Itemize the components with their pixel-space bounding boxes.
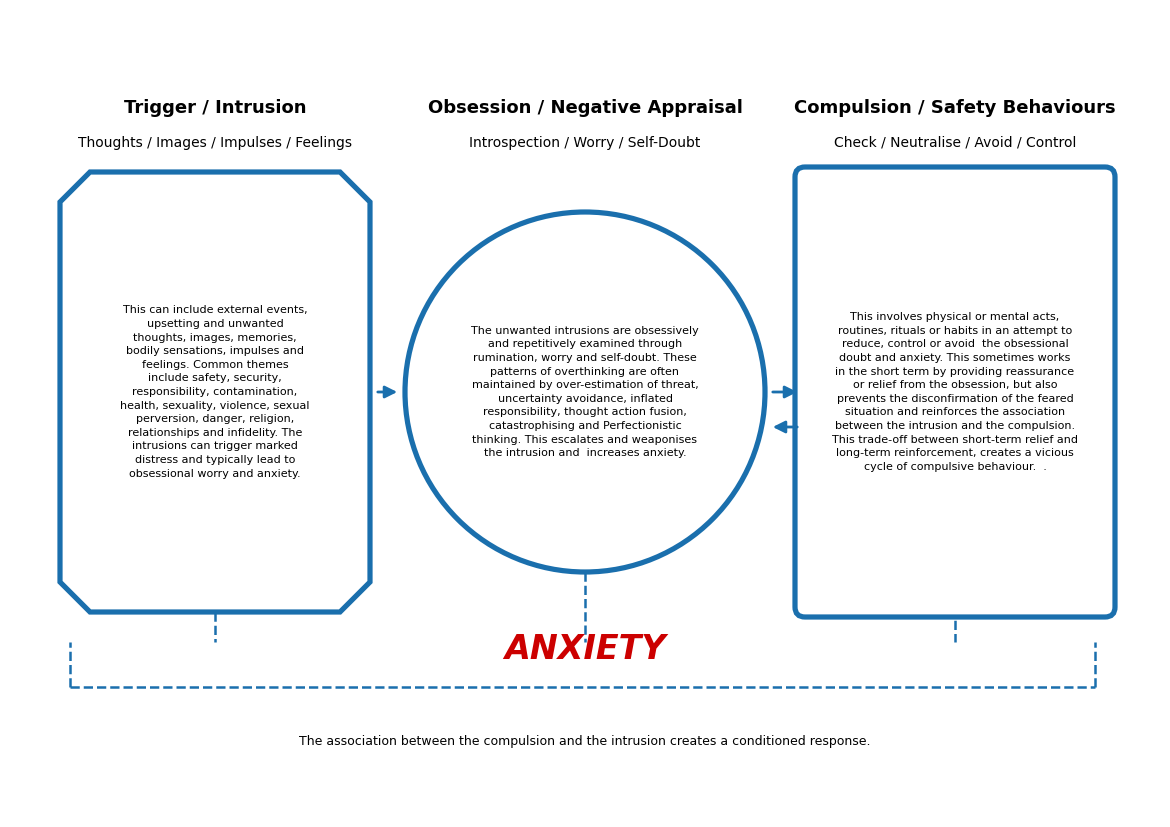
Text: The unwanted intrusions are obsessively
and repetitively examined through
rumina: The unwanted intrusions are obsessively … [472, 326, 698, 458]
Text: Thoughts / Images / Impulses / Feelings: Thoughts / Images / Impulses / Feelings [78, 136, 352, 150]
Text: This involves physical or mental acts,
routines, rituals or habits in an attempt: This involves physical or mental acts, r… [832, 313, 1078, 471]
Text: This can include external events,
upsetting and unwanted
thoughts, images, memor: This can include external events, upsett… [121, 305, 310, 479]
Text: Obsession / Negative Appraisal: Obsession / Negative Appraisal [427, 99, 743, 117]
Text: Introspection / Worry / Self-Doubt: Introspection / Worry / Self-Doubt [469, 136, 701, 150]
FancyBboxPatch shape [794, 167, 1115, 617]
Text: Trigger / Intrusion: Trigger / Intrusion [124, 99, 307, 117]
Text: The association between the compulsion and the intrusion creates a conditioned r: The association between the compulsion a… [300, 735, 870, 748]
Polygon shape [60, 172, 370, 612]
Text: ANXIETY: ANXIETY [504, 633, 666, 666]
Circle shape [405, 212, 765, 572]
Text: Compulsion / Safety Behaviours: Compulsion / Safety Behaviours [794, 99, 1116, 117]
Text: Check / Neutralise / Avoid / Control: Check / Neutralise / Avoid / Control [834, 136, 1076, 150]
